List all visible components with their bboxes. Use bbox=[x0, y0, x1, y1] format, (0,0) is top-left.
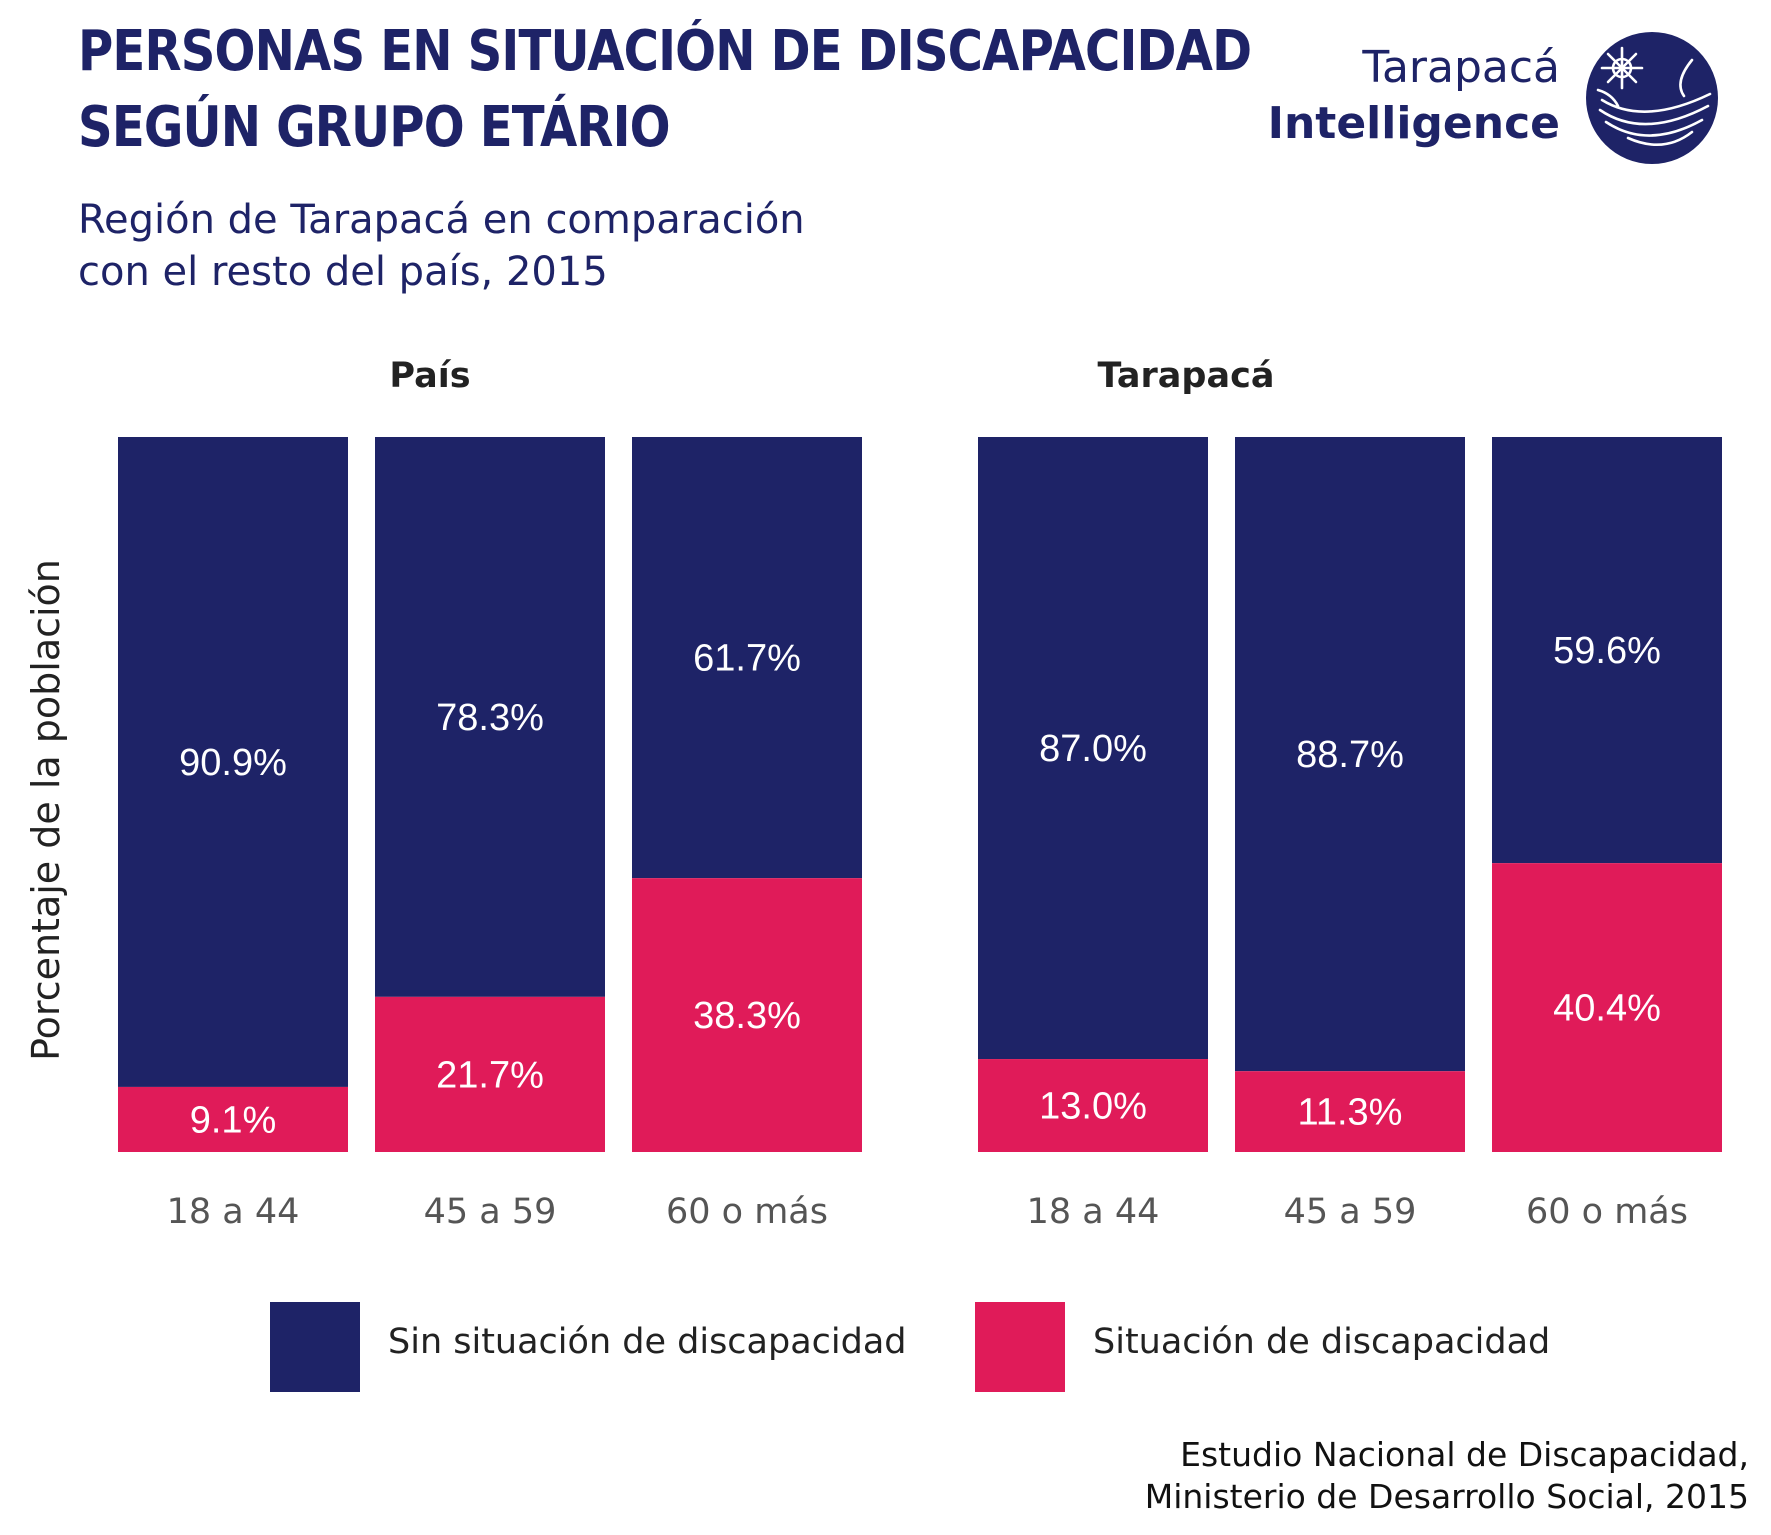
legend-label-con: Situación de discapacidad bbox=[1093, 1322, 1551, 1362]
data-label-con-1-1: 11.3% bbox=[1298, 1092, 1403, 1134]
bar-con-1-1 bbox=[1235, 1071, 1465, 1152]
data-label-sin-1-1: 88.7% bbox=[1296, 734, 1404, 776]
data-label-con-1-2: 40.4% bbox=[1553, 988, 1661, 1030]
legend-swatch-con bbox=[975, 1302, 1065, 1392]
x-tick-label-0-0: 18 a 44 bbox=[167, 1192, 300, 1232]
bar-con-1-2 bbox=[1492, 863, 1722, 1152]
data-label-con-0-0: 9.1% bbox=[190, 1099, 277, 1141]
globe-emblem-icon bbox=[1586, 32, 1718, 164]
bar-sin-1-2 bbox=[1492, 437, 1722, 864]
x-tick-label-1-2: 60 o más bbox=[1526, 1192, 1688, 1232]
bar-sin-1-0 bbox=[978, 437, 1208, 1060]
bar-sin-0-0 bbox=[118, 437, 348, 1087]
stacked-bar-chart: 90.9% 9.1% 18 a 44 78.3% 21.7% 45 a 59 61.7% 38… bbox=[118, 437, 1722, 1232]
source-note: Estudio Nacional de Discapacidad, Minist… bbox=[1145, 1434, 1749, 1518]
data-label-sin-0-1: 78.3% bbox=[436, 697, 544, 739]
chart-subtitle-line1: Región de Tarapacá en comparación bbox=[78, 197, 805, 243]
legend-label-sin: Sin situación de discapacidad bbox=[388, 1322, 907, 1362]
data-label-sin-1-2: 59.6% bbox=[1553, 630, 1661, 672]
bar-sin-1-1 bbox=[1235, 437, 1465, 1072]
source-line1: Estudio Nacional de Discapacidad, bbox=[1180, 1435, 1749, 1474]
chart-subtitle: Región de Tarapacá en comparación con el… bbox=[78, 194, 805, 298]
bar-con-0-1 bbox=[375, 996, 605, 1152]
panel-title-pais: País bbox=[389, 356, 471, 396]
chart-subtitle-line2: con el resto del país, 2015 bbox=[78, 249, 608, 295]
logo-line1: Tarapacá bbox=[1362, 42, 1560, 93]
data-label-sin-0-2: 61.7% bbox=[693, 638, 801, 680]
legend-swatch-sin bbox=[270, 1302, 360, 1392]
bar-con-1-0 bbox=[978, 1059, 1208, 1152]
panel-title-tarapaca: Tarapacá bbox=[1097, 356, 1275, 396]
bar-sin-0-2 bbox=[632, 437, 862, 879]
chart-title-line2: SEGÚN GRUPO ETÁRIO bbox=[78, 95, 671, 160]
data-label-con-1-0: 13.0% bbox=[1039, 1086, 1147, 1128]
x-tick-label-1-1: 45 a 59 bbox=[1284, 1192, 1417, 1232]
data-label-sin-1-0: 87.0% bbox=[1039, 728, 1147, 770]
data-label-sin-0-0: 90.9% bbox=[179, 742, 287, 784]
bar-con-0-0 bbox=[118, 1086, 348, 1152]
x-tick-label-0-1: 45 a 59 bbox=[424, 1192, 557, 1232]
bar-sin-0-1 bbox=[375, 437, 605, 997]
brand-logo: Tarapacá Intelligence bbox=[1267, 28, 1720, 168]
x-tick-label-1-0: 18 a 44 bbox=[1027, 1192, 1160, 1232]
chart-title-line1: PERSONAS EN SITUACIÓN DE DISCAPACIDAD bbox=[78, 19, 1252, 84]
x-tick-label-0-2: 60 o más bbox=[666, 1192, 828, 1232]
bar-con-0-2 bbox=[632, 878, 862, 1152]
source-line2: Ministerio de Desarrollo Social, 2015 bbox=[1144, 1477, 1749, 1516]
data-label-con-0-1: 21.7% bbox=[436, 1054, 544, 1096]
data-label-con-0-2: 38.3% bbox=[693, 995, 801, 1037]
logo-line2: Intelligence bbox=[1267, 98, 1560, 149]
chart-title: PERSONAS EN SITUACIÓN DE DISCAPACIDAD SE… bbox=[78, 14, 1252, 166]
